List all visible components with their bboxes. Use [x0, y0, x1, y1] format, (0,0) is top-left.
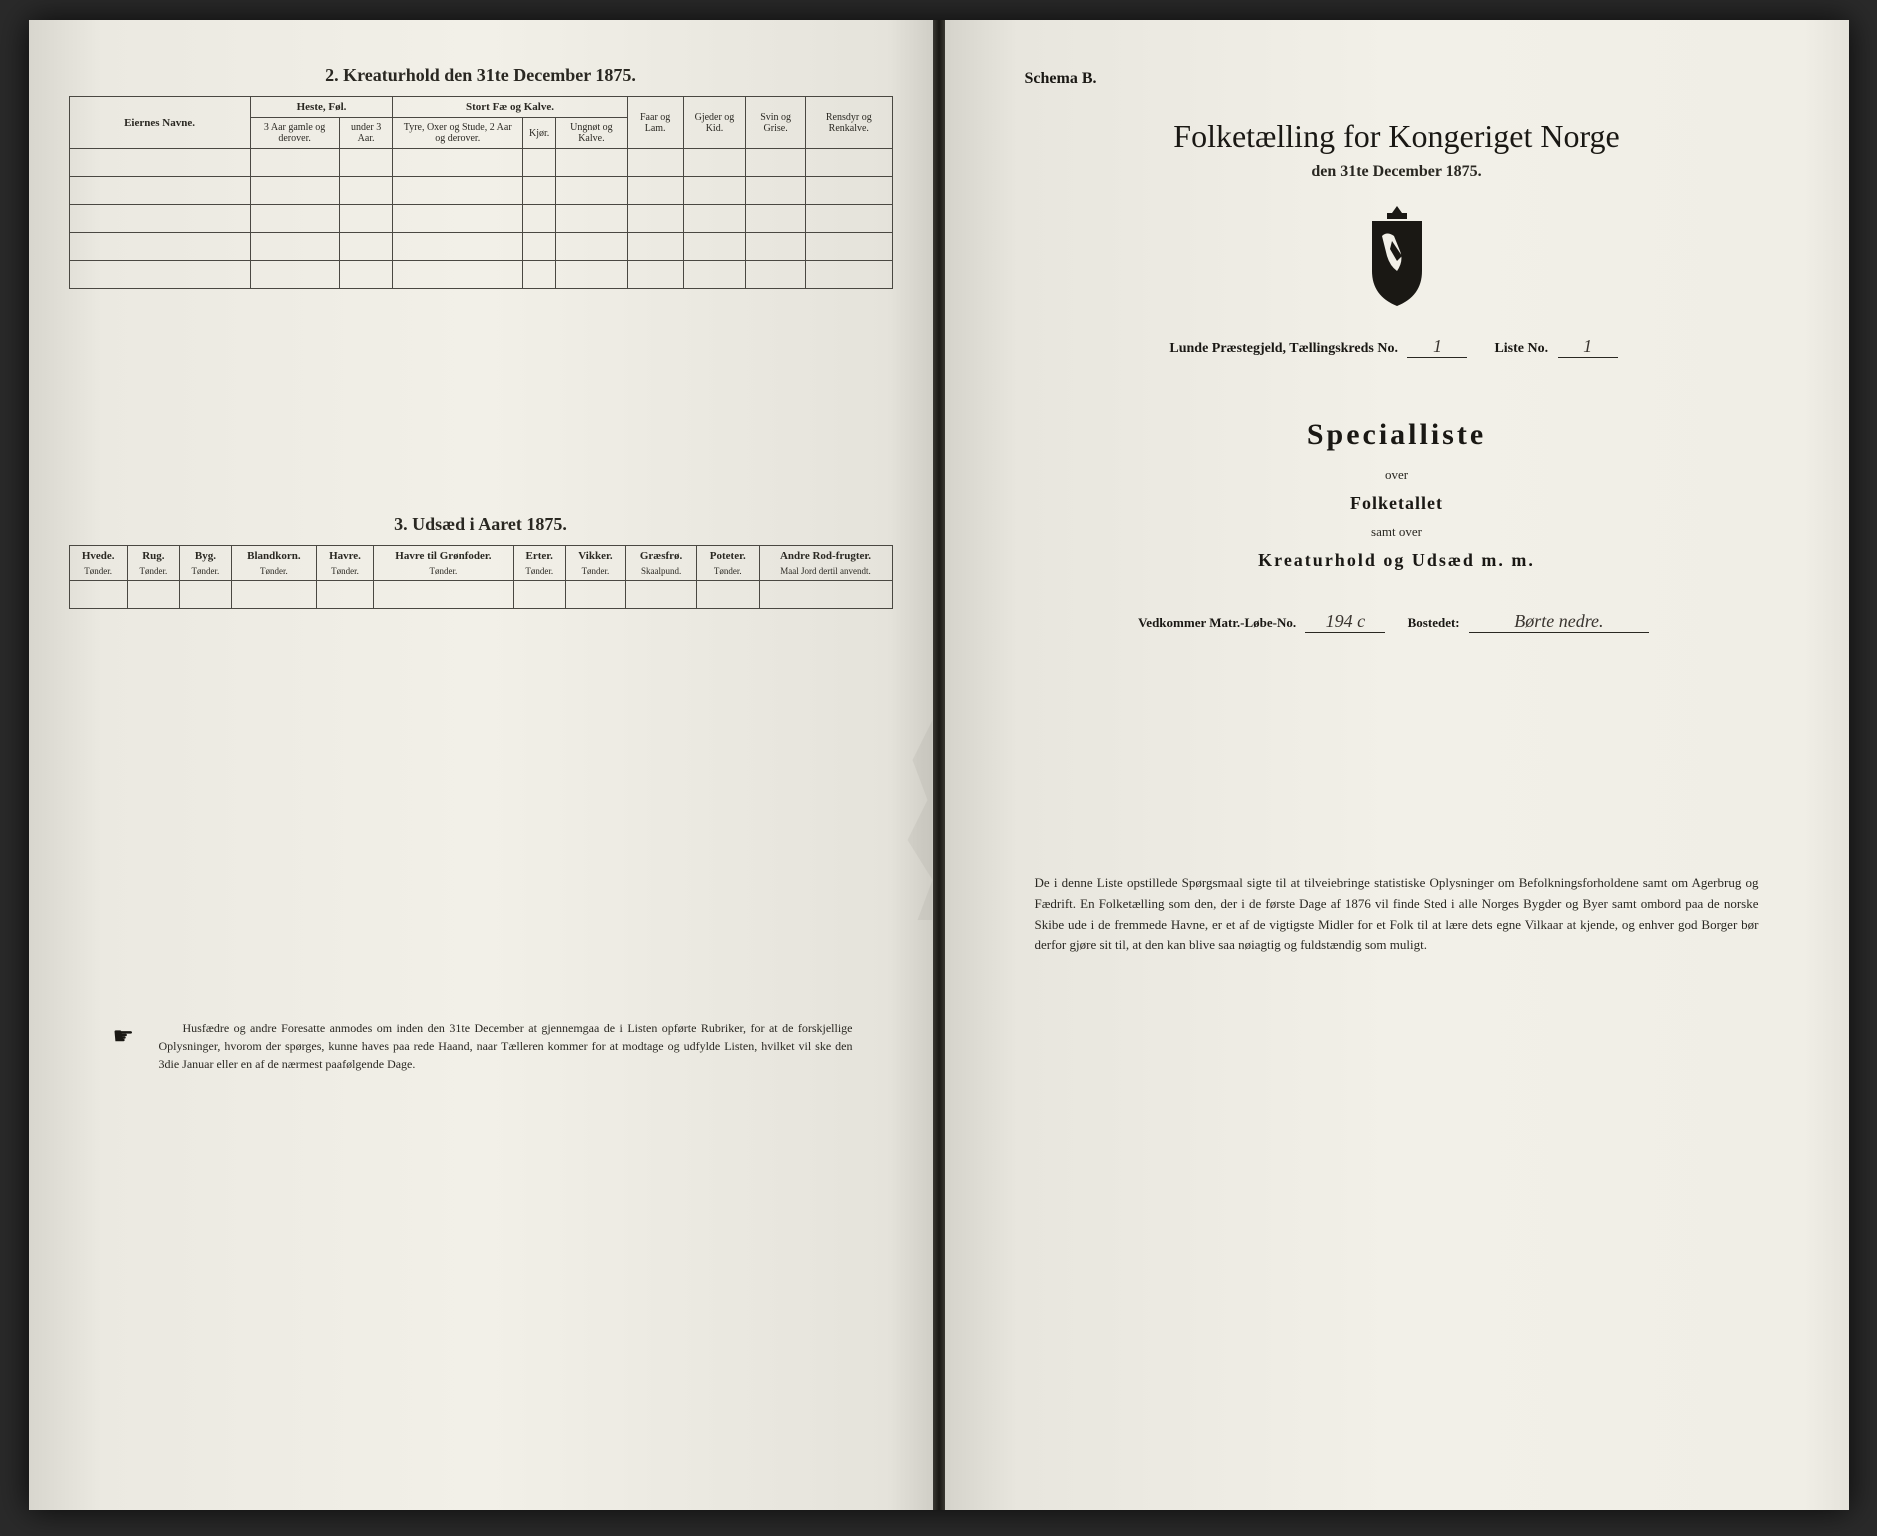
seed-col-header: Erter.Tønder. [513, 546, 565, 581]
seed-cell [626, 581, 697, 609]
seed-col-header: Havre til Grønfoder.Tønder. [374, 546, 514, 581]
col-sheep: Faar og Lam. [627, 97, 683, 149]
sub-cattle3: Ungnøt og Kalve. [556, 118, 627, 149]
main-title: Folketælling for Kongeriget Norge [985, 118, 1809, 155]
seed-cell [697, 581, 760, 609]
seed-col-header: Andre Rod-frugter.Maal Jord dertil anven… [759, 546, 892, 581]
seed-col-header: Byg.Tønder. [179, 546, 231, 581]
col-goats: Gjeder og Kid. [683, 97, 745, 149]
col-owner: Eiernes Navne. [69, 97, 250, 149]
body-paragraph: De i denne Liste opstillede Spørgsmaal s… [1035, 873, 1759, 956]
table-row [69, 233, 892, 261]
right-page: Schema B. Folketælling for Kongeriget No… [945, 20, 1849, 1510]
seed-col-header: Havre.Tønder. [316, 546, 373, 581]
book-spread: 2. Kreaturhold den 31te December 1875. E… [29, 20, 1849, 1510]
seed-cell [231, 581, 316, 609]
pointing-hand-icon: ☛ [89, 1019, 135, 1055]
book-binding [933, 20, 945, 1510]
matr-no: 194 c [1305, 611, 1385, 633]
parish-no: 1 [1407, 336, 1467, 358]
seed-col-header: Blandkorn.Tønder. [231, 546, 316, 581]
kreatur-line: Kreaturhold og Udsæd m. m. [985, 550, 1809, 571]
seed-cell [513, 581, 565, 609]
table-row [69, 261, 892, 289]
col-reindeer: Rensdyr og Renkalve. [806, 97, 892, 149]
coat-of-arms-icon [1352, 201, 1442, 311]
table-row [69, 177, 892, 205]
date-line: den 31te December 1875. [985, 163, 1809, 181]
folketallet: Folketallet [985, 493, 1809, 514]
sub-cattle1: Tyre, Oxer og Stude, 2 Aar og derover. [393, 118, 522, 149]
seed-cell [374, 581, 514, 609]
seed-cell [69, 581, 127, 609]
seed-cell [565, 581, 625, 609]
seed-cell [179, 581, 231, 609]
seed-col-header: Græsfrø.Skaalpund. [626, 546, 697, 581]
left-footer-text: ☛ Husfædre og andre Foresatte anmodes om… [159, 1019, 853, 1073]
group-horses: Heste, Føl. [250, 97, 393, 118]
seed-col-header: Rug.Tønder. [127, 546, 179, 581]
schema-label: Schema B. [1025, 70, 1809, 88]
section2-title: 2. Kreaturhold den 31te December 1875. [69, 65, 893, 86]
group-cattle: Stort Fæ og Kalve. [393, 97, 627, 118]
seed-col-header: Hvede.Tønder. [69, 546, 127, 581]
matr-line: Vedkommer Matr.-Løbe-No. 194 c Bostedet:… [985, 611, 1809, 633]
sub-cattle2: Kjør. [522, 118, 555, 149]
table-row [69, 205, 892, 233]
samt-over: samt over [985, 524, 1809, 540]
seed-cell [127, 581, 179, 609]
sub-horse2: under 3 Aar. [339, 118, 393, 149]
left-page: 2. Kreaturhold den 31te December 1875. E… [29, 20, 933, 1510]
livestock-table: Eiernes Navne. Heste, Føl. Stort Fæ og K… [69, 96, 893, 289]
liste-no: 1 [1558, 336, 1618, 358]
col-pigs: Svin og Grise. [746, 97, 806, 149]
over1: over [985, 467, 1809, 483]
seed-col-header: Vikker.Tønder. [565, 546, 625, 581]
seed-cell [759, 581, 892, 609]
seed-cell [316, 581, 373, 609]
seed-table: Hvede.Tønder.Rug.Tønder.Byg.Tønder.Bland… [69, 545, 893, 609]
sub-horse1: 3 Aar gamle og derover. [250, 118, 339, 149]
parish-line: Lunde Præstegjeld, Tællingskreds No. 1 L… [985, 336, 1809, 358]
table-row [69, 581, 892, 609]
table-row [69, 149, 892, 177]
special-title: Specialliste [985, 418, 1809, 452]
bosted: Børte nedre. [1469, 611, 1649, 633]
section3-title: 3. Udsæd i Aaret 1875. [69, 514, 893, 535]
seed-col-header: Poteter.Tønder. [697, 546, 760, 581]
